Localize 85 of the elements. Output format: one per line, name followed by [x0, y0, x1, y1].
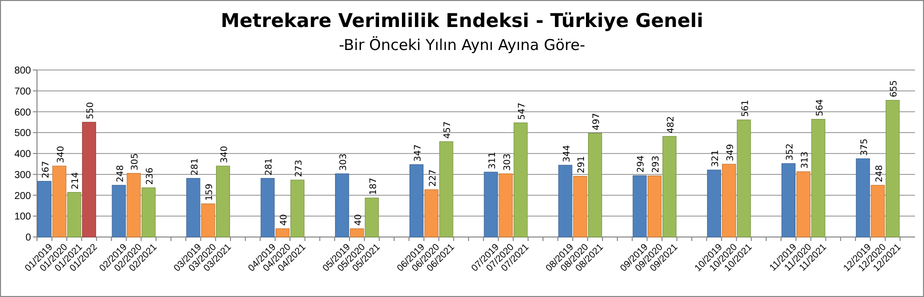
bar: [707, 170, 722, 238]
data-label: 564: [815, 98, 826, 116]
bar: [350, 228, 364, 238]
data-label: 321: [711, 150, 722, 167]
y-tick-label: 400: [14, 149, 32, 160]
data-label: 340: [220, 146, 230, 164]
bar: [588, 132, 602, 238]
chart-title: Metrekare Verimlilik Endeksi - Türkiye Geneli: [220, 10, 704, 32]
data-label: 40: [280, 214, 290, 226]
bar: [52, 166, 66, 238]
data-label: 214: [71, 172, 82, 190]
bar: [364, 198, 379, 238]
bar: [498, 173, 513, 238]
data-label: 303: [339, 154, 350, 171]
data-label: 313: [800, 151, 810, 169]
bar: [439, 141, 454, 238]
data-label: 236: [146, 167, 156, 185]
bar: [796, 171, 810, 238]
data-label: 482: [666, 116, 676, 134]
y-tick-label: 300: [14, 170, 32, 181]
data-label: 291: [577, 156, 588, 174]
data-label: 187: [368, 178, 379, 195]
y-tick-label: 0: [25, 232, 32, 244]
bar: [335, 173, 350, 238]
data-label: 311: [488, 152, 498, 170]
bar: [886, 100, 900, 238]
bar: [126, 173, 141, 238]
bar: [276, 228, 290, 238]
data-label: 281: [264, 158, 275, 176]
data-label: 40: [354, 214, 364, 226]
bar: [736, 120, 751, 238]
bar: [201, 204, 216, 238]
bar: [870, 184, 885, 238]
data-label: 347: [413, 144, 424, 162]
data-label: 294: [636, 155, 647, 173]
bar: [67, 192, 82, 238]
chart-subtitle: -Bir Önceki Yılın Aynı Ayına Göre-: [338, 36, 586, 54]
bar: [856, 158, 870, 238]
bar: [112, 184, 126, 238]
data-label: 281: [190, 158, 200, 176]
bar: [632, 175, 647, 238]
y-tick-label: 700: [14, 86, 32, 98]
bar: [722, 164, 736, 238]
data-label: 267: [41, 161, 52, 178]
bar: [260, 178, 275, 238]
data-label: 349: [726, 144, 736, 162]
bar: [409, 164, 424, 238]
bar: [648, 176, 662, 238]
bar: [484, 172, 498, 238]
bar: [216, 166, 230, 238]
data-label: 561: [740, 100, 751, 117]
data-label: 352: [786, 143, 796, 161]
bar: [424, 189, 438, 238]
data-label: 655: [890, 80, 900, 98]
bar: [811, 118, 826, 238]
bar: [186, 178, 200, 238]
y-tick-label: 800: [14, 66, 32, 76]
y-tick-label: 500: [14, 128, 32, 140]
data-label: 248: [874, 164, 885, 182]
y-tick-label: 600: [14, 107, 32, 118]
data-label: 227: [428, 169, 438, 187]
bar: [142, 187, 156, 238]
bar: [37, 180, 52, 238]
data-label: 550: [86, 102, 96, 120]
bar: [662, 136, 676, 238]
bar: [558, 164, 572, 238]
data-label: 303: [502, 154, 513, 171]
data-label: 273: [294, 160, 304, 178]
data-label: 547: [518, 102, 528, 120]
data-label: 375: [860, 138, 870, 156]
data-label: 340: [56, 146, 66, 164]
y-tick-label: 100: [14, 212, 32, 223]
data-label: 457: [443, 121, 454, 139]
bar: [782, 163, 796, 238]
data-label: 293: [652, 156, 662, 173]
bar: [82, 122, 96, 238]
bar: [290, 180, 304, 238]
y-tick-label: 200: [14, 190, 32, 202]
data-label: 248: [116, 164, 126, 182]
data-label: 159: [205, 183, 216, 201]
data-label: 497: [592, 113, 602, 130]
data-label: 305: [130, 153, 141, 170]
data-label: 344: [562, 144, 572, 162]
bar: [573, 176, 588, 238]
bar: [514, 122, 528, 238]
